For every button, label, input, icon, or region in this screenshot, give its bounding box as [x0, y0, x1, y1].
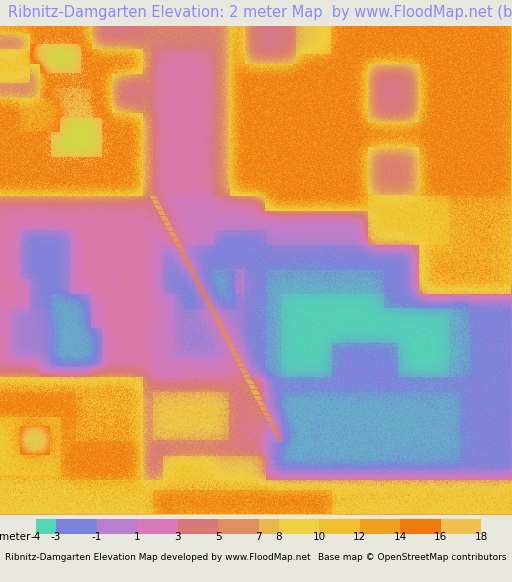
- Text: 12: 12: [353, 532, 367, 542]
- FancyBboxPatch shape: [137, 519, 178, 534]
- Text: 1: 1: [134, 532, 140, 542]
- Text: 8: 8: [275, 532, 282, 542]
- Text: 3: 3: [174, 532, 181, 542]
- Text: 18: 18: [475, 532, 488, 542]
- FancyBboxPatch shape: [56, 519, 97, 534]
- Text: Base map © OpenStreetMap contributors: Base map © OpenStreetMap contributors: [318, 553, 507, 562]
- FancyBboxPatch shape: [259, 519, 279, 534]
- Text: Ribnitz-Damgarten Elevation: 2 meter Map  by www.FloodMap.net (beta): Ribnitz-Damgarten Elevation: 2 meter Map…: [8, 5, 512, 20]
- Text: 14: 14: [394, 532, 407, 542]
- FancyBboxPatch shape: [400, 519, 441, 534]
- FancyBboxPatch shape: [36, 519, 56, 534]
- FancyBboxPatch shape: [279, 519, 319, 534]
- Text: 7: 7: [255, 532, 262, 542]
- Text: 10: 10: [313, 532, 326, 542]
- Text: 5: 5: [215, 532, 221, 542]
- FancyBboxPatch shape: [97, 519, 137, 534]
- Text: -4: -4: [31, 532, 41, 542]
- FancyBboxPatch shape: [441, 519, 481, 534]
- Text: -3: -3: [51, 532, 61, 542]
- Text: 16: 16: [434, 532, 447, 542]
- FancyBboxPatch shape: [360, 519, 400, 534]
- Text: meter: meter: [0, 532, 31, 542]
- FancyBboxPatch shape: [178, 519, 218, 534]
- FancyBboxPatch shape: [319, 519, 360, 534]
- Text: -1: -1: [92, 532, 102, 542]
- Text: Ribnitz-Damgarten Elevation Map developed by www.FloodMap.net: Ribnitz-Damgarten Elevation Map develope…: [5, 553, 311, 562]
- FancyBboxPatch shape: [218, 519, 259, 534]
